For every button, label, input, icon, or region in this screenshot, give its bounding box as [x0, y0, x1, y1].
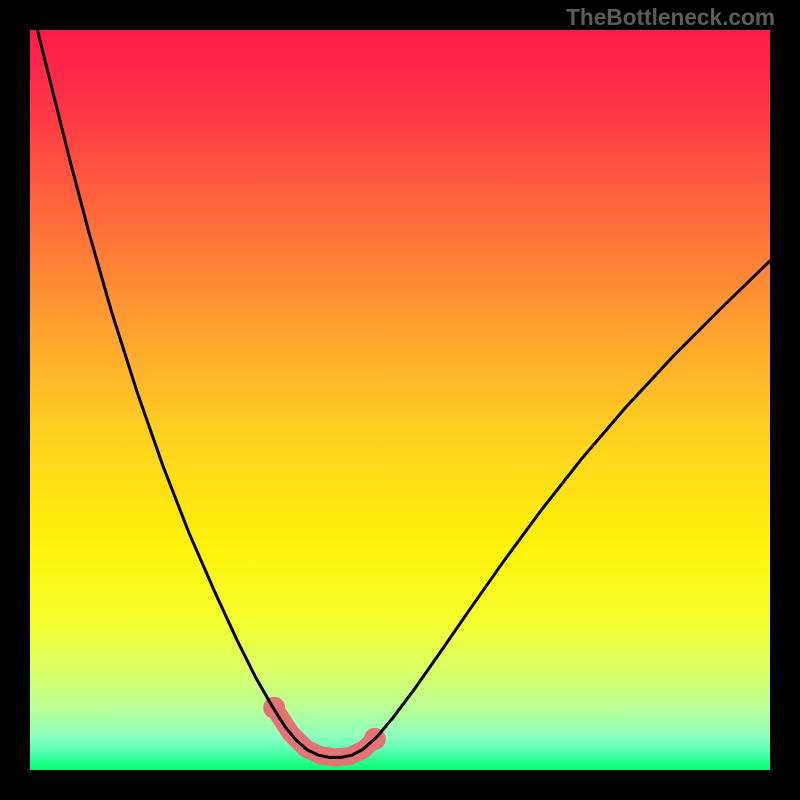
- stage: TheBottleneck.com: [0, 0, 800, 800]
- curve-layer: [30, 30, 770, 770]
- watermark-text: TheBottleneck.com: [566, 4, 775, 31]
- bottleneck-curve: [37, 30, 770, 757]
- bottleneck-chart: [30, 30, 770, 770]
